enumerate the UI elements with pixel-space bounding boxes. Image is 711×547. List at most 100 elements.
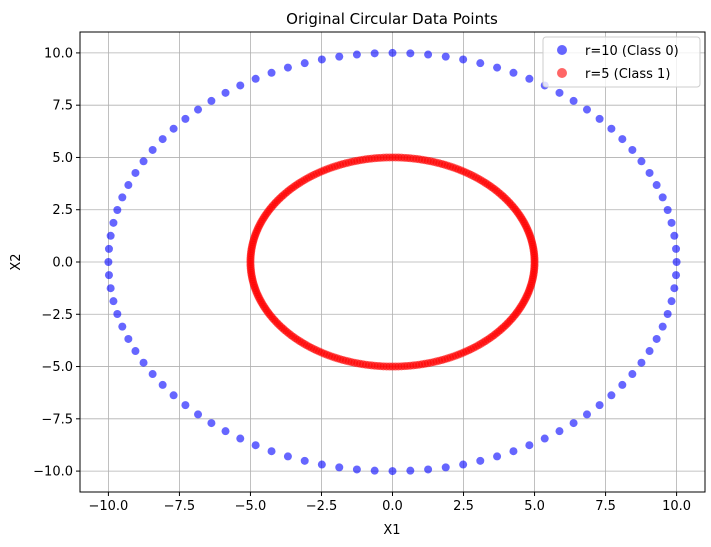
y-axis-label: X2 [9,253,24,270]
data-point [667,218,676,227]
data-point [124,181,133,190]
data-point [169,391,178,400]
data-point [113,309,122,318]
data-point [525,74,534,83]
data-point [267,68,276,77]
data-point [459,55,468,64]
data-point [645,168,654,177]
data-point [283,63,292,72]
data-point [493,63,502,72]
x-tick-label: −5.0 [235,499,267,514]
legend-marker-class-1 [557,68,567,78]
data-point [109,297,118,306]
legend-label-class-1: r=5 (Class 1) [585,67,670,82]
data-point [300,59,309,68]
data-point [169,124,178,133]
data-point [607,391,616,400]
data-point [181,401,190,410]
data-point [658,322,667,331]
data-point [283,452,292,461]
data-point [459,460,468,469]
data-point [131,347,140,356]
legend-label-class-0: r=10 (Class 0) [585,44,679,59]
data-point [476,59,485,68]
data-point [406,49,415,58]
data-point [509,447,518,456]
data-point [595,114,604,123]
data-point [652,181,661,190]
x-tick-label: −2.5 [306,499,338,514]
data-point [441,52,450,61]
y-tick-label: −5.0 [41,360,73,375]
y-tick-label: 5.0 [52,151,73,166]
data-point [476,456,485,465]
data-point [236,434,245,443]
y-tick-label: −7.5 [41,412,73,427]
data-point [221,88,230,97]
x-tick-label: −10.0 [88,499,128,514]
legend: r=10 (Class 0) r=5 (Class 1) [542,36,701,88]
data-point [672,271,681,280]
series-class-1-points [246,153,539,371]
data-point [555,88,564,97]
data-point [509,68,518,77]
data-point [106,284,115,293]
data-point [388,48,397,57]
data-point [637,358,646,367]
data-point [131,168,140,177]
data-point [352,50,361,59]
data-point [618,135,627,144]
data-point [569,419,578,428]
data-point [663,309,672,318]
data-point [530,260,539,269]
data-point [672,258,681,266]
x-tick-label: 2.5 [453,499,474,514]
data-point [148,370,157,379]
data-point [525,441,534,450]
data-point [406,466,415,475]
legend-marker-class-0 [557,45,567,55]
data-point [118,322,127,331]
data-point [582,105,591,114]
x-tick-label: 5.0 [524,499,545,514]
chart-title: Original Circular Data Points [286,10,498,28]
data-point [181,114,190,123]
data-point [663,206,672,215]
data-point [139,157,148,166]
data-point [388,467,397,476]
data-point [139,358,148,367]
y-axis-ticks: −10.0 −7.5 −5.0 −2.5 0.0 2.5 5.0 7.5 10.0 [33,46,80,480]
y-tick-label: −2.5 [41,308,73,323]
y-tick-label: 0.0 [52,256,73,271]
data-point [109,218,118,227]
data-point [582,410,591,419]
data-point [300,456,309,465]
data-point [672,244,681,253]
data-point [370,49,379,58]
data-point [317,460,326,469]
x-tick-label: 7.5 [595,499,616,514]
data-point [645,347,654,356]
data-point [221,427,230,436]
x-axis-label: X1 [383,523,400,538]
data-point [317,55,326,64]
data-point [158,135,167,144]
data-point [335,52,344,61]
x-tick-label: −7.5 [164,499,196,514]
data-point [424,50,433,59]
data-point [658,193,667,202]
data-point [236,81,245,90]
data-point [194,105,203,114]
data-point [104,271,113,280]
data-point [670,284,679,293]
data-point [628,145,637,154]
y-tick-label: 10.0 [44,46,73,61]
data-point [493,452,502,461]
data-point [148,145,157,154]
x-tick-label: 10.0 [662,499,691,514]
x-tick-label: 0.0 [382,499,403,514]
data-point [124,334,133,343]
data-point [251,74,260,83]
data-point [104,258,113,266]
